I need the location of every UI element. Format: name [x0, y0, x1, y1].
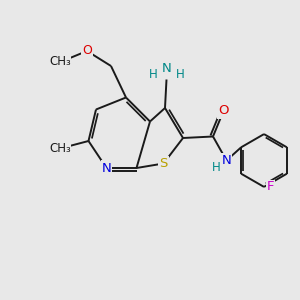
Text: H: H [148, 68, 158, 82]
Text: O: O [82, 44, 92, 58]
Text: O: O [218, 104, 229, 118]
Text: CH₃: CH₃ [49, 142, 71, 155]
Text: N: N [162, 62, 171, 76]
Text: H: H [212, 160, 220, 174]
Text: F: F [266, 180, 274, 194]
Text: N: N [222, 154, 231, 167]
Text: S: S [159, 157, 168, 170]
Text: N: N [102, 161, 111, 175]
Text: CH₃: CH₃ [49, 55, 71, 68]
Text: H: H [176, 68, 184, 82]
